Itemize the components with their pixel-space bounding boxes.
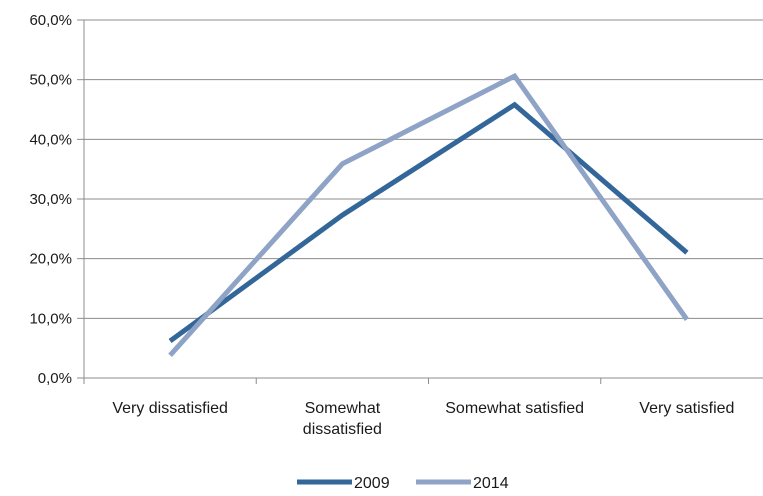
y-tick-label: 40,0% (29, 131, 72, 148)
gridlines (84, 19, 763, 319)
y-tick-labels: 0,0% 10,0% 20,0% 30,0% 40,0% 50,0% 60,0% (29, 12, 72, 387)
x-category-label: Very satisfied (639, 400, 734, 417)
x-category-label: Very dissatisfied (112, 400, 228, 417)
y-tick-label: 50,0% (29, 72, 72, 89)
y-tick-label: 60,0% (29, 12, 72, 29)
x-category-label: Somewhat satisfied (445, 400, 584, 417)
y-tick-label: 20,0% (29, 251, 72, 268)
x-category-label: Somewhat dissatisfied (303, 400, 382, 438)
y-tick-label: 30,0% (29, 191, 72, 208)
y-tick-label: 10,0% (29, 310, 72, 327)
series-line-2009 (168, 101, 689, 344)
axes (77, 19, 763, 384)
legend-label-2009: 2009 (354, 475, 390, 492)
series-line-2014 (168, 72, 689, 357)
series-lines (168, 72, 689, 357)
legend-label-2014: 2014 (473, 475, 509, 492)
x-category-labels: Very dissatisfied Somewhat dissatisfied Som… (112, 400, 734, 438)
y-tick-label: 0,0% (38, 370, 72, 387)
legend: 2009 2014 (297, 475, 509, 492)
